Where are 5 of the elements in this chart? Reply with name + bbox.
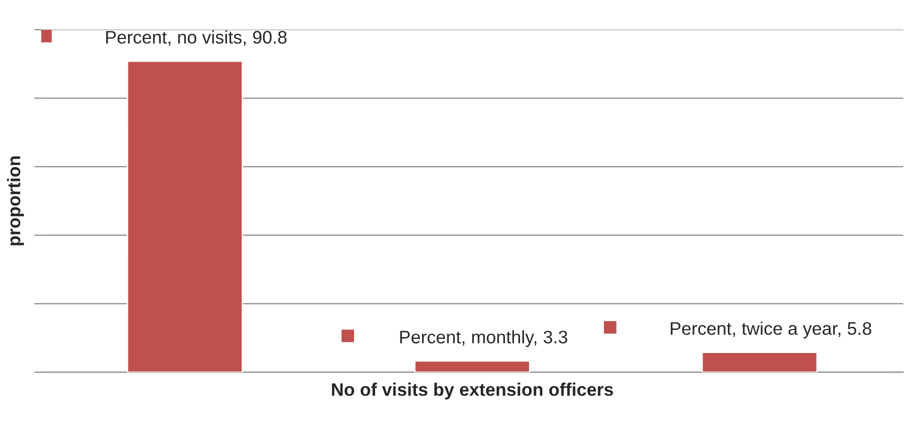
data-label: Percent, no visits, 90.8 <box>106 30 287 46</box>
data-label: Percent, twice a year, 5.8 <box>670 322 872 338</box>
x-axis-title: No of visits by extension officers <box>332 382 613 400</box>
data-label: Percent, monthly, 3.3 <box>400 330 568 348</box>
y-axis-title: proportion <box>7 156 24 246</box>
